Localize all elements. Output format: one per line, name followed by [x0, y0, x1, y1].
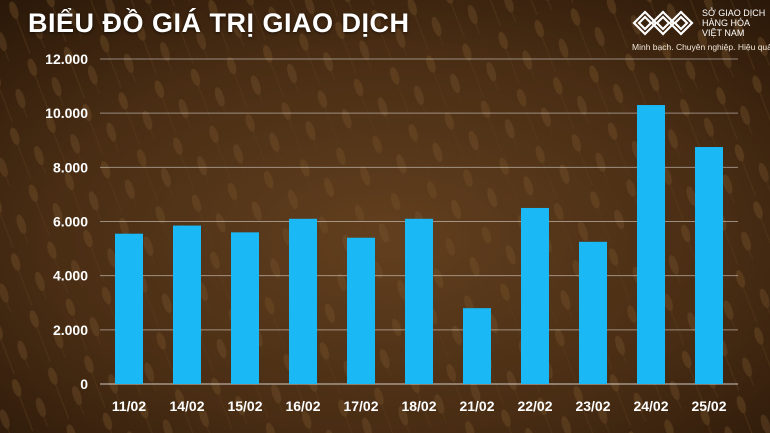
- x-tick-label: 14/02: [169, 398, 204, 414]
- bar-22-02: [521, 207, 549, 384]
- y-tick-label: 10.000: [45, 105, 88, 121]
- vietnam-commodity-exchange-logo-icon: [632, 10, 694, 36]
- y-tick-label: 6.000: [53, 214, 88, 230]
- x-tick-label: 22/02: [517, 398, 552, 414]
- x-tick-label: 25/02: [691, 398, 726, 414]
- x-tick-label: 17/02: [343, 398, 378, 414]
- y-tick-label: 2.000: [53, 322, 88, 338]
- y-tick-label: 8.000: [53, 159, 88, 175]
- y-tick-label: 12.000: [45, 51, 88, 67]
- bar-16-02: [289, 218, 317, 384]
- x-axis-ticks: 11/02 14/02 15/02 16/02 17/02 18/02 21/02 22/02…: [112, 398, 727, 414]
- logo-name-line-1: SỞ GIAO DỊCH: [702, 8, 766, 18]
- bar-25-02: [695, 147, 723, 384]
- x-tick-label: 11/02: [112, 398, 146, 414]
- bar-15-02: [231, 232, 259, 384]
- bar-23-02: [579, 241, 607, 384]
- bar-11-02: [115, 233, 143, 384]
- x-tick-label: 15/02: [227, 398, 262, 414]
- x-tick-label: 16/02: [285, 398, 320, 414]
- chart-title: BIỂU ĐỒ GIÁ TRỊ GIAO DỊCH: [28, 8, 410, 38]
- exchange-logo: SỞ GIAO DỊCH HÀNG HÓA VIỆT NAM Minh bạch…: [632, 6, 770, 58]
- x-tick-label: 23/02: [575, 398, 610, 414]
- logo-name-line-3: VIỆT NAM: [702, 28, 745, 38]
- x-tick-label: 21/02: [459, 398, 494, 414]
- y-tick-label: 4.000: [53, 268, 88, 284]
- bar-18-02: [405, 218, 433, 384]
- logo-name: SỞ GIAO DỊCH HÀNG HÓA VIỆT NAM: [702, 8, 766, 38]
- x-tick-label: 24/02: [633, 398, 668, 414]
- bar-24-02: [637, 105, 665, 385]
- bar-21-02: [463, 308, 491, 384]
- logo-name-line-2: HÀNG HÓA: [702, 18, 751, 28]
- bar-17-02: [347, 237, 375, 384]
- x-tick-label: 18/02: [401, 398, 436, 414]
- y-axis-ticks: 0 2.000 4.000 6.000 8.000 10.000 12.000: [45, 51, 88, 392]
- y-tick-label: 0: [80, 376, 88, 392]
- bar-14-02: [173, 225, 201, 384]
- logo-slogan: Minh bạch. Chuyên nghiệp. Hiệu quả: [632, 42, 770, 52]
- bars: [115, 105, 723, 385]
